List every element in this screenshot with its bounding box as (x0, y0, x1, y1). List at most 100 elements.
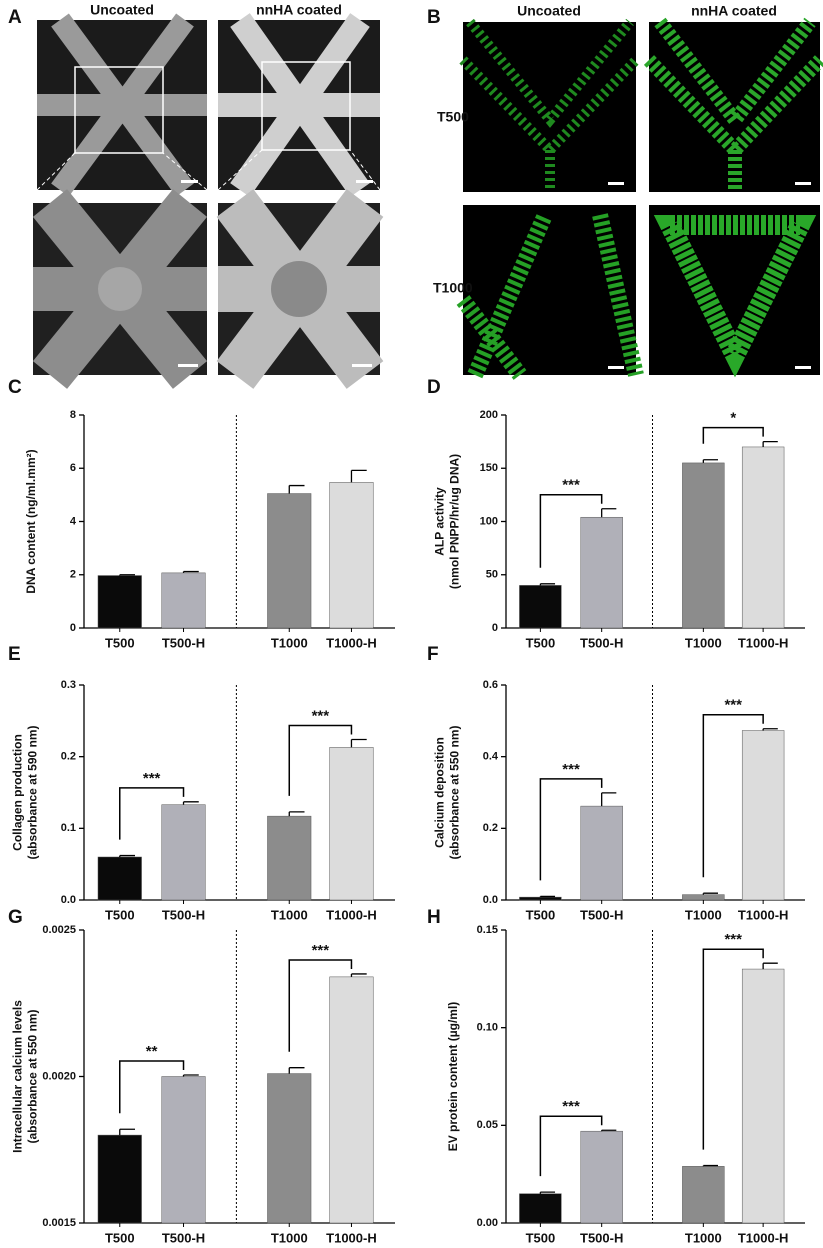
y-tick-label: 0.6 (483, 679, 498, 691)
panel-label: H (427, 907, 441, 928)
bar (97, 1134, 142, 1224)
y-axis-label: ALP activity (433, 487, 447, 556)
y-axis-label: (absorbance at 590 nm) (26, 725, 40, 859)
column-label: Uncoated (90, 2, 154, 18)
y-tick-label: 200 (480, 409, 498, 421)
error-bar (350, 738, 367, 748)
bar (741, 968, 785, 1224)
bar (580, 805, 623, 901)
significance-label: *** (724, 931, 742, 948)
bar (329, 482, 374, 629)
x-tick-label: T500-H (162, 635, 205, 650)
significance-label: *** (143, 770, 161, 787)
error-bar (119, 574, 136, 576)
column-label: nnHA coated (691, 3, 777, 19)
y-tick-label: 0.4 (483, 751, 499, 763)
error-bar (762, 962, 778, 970)
fluorescence-image (456, 205, 644, 380)
y-axis-label: Intracellular calcium levels (11, 1000, 25, 1153)
y-tick-label: 0.2 (483, 822, 498, 834)
y-tick-label: 0.0020 (42, 1070, 76, 1082)
error-bar (601, 508, 617, 518)
error-bar (182, 570, 199, 573)
sem-image (37, 13, 207, 197)
error-bar (350, 973, 367, 977)
y-tick-label: 0.2 (61, 751, 76, 763)
error-bar (601, 792, 617, 807)
significance-label: ** (146, 1043, 158, 1060)
panel-label: E (8, 644, 21, 665)
y-tick-label: 0.0025 (42, 924, 76, 936)
bar (97, 575, 142, 629)
error-bar (288, 484, 305, 494)
panel-label: D (427, 377, 441, 398)
error-bar (182, 1074, 199, 1077)
bar (161, 572, 206, 629)
zoom-guide (36, 149, 381, 191)
bar (267, 815, 312, 901)
y-tick-label: 0.1 (61, 822, 76, 834)
panel-label: C (8, 377, 22, 398)
error-bar (119, 1128, 136, 1136)
bar (161, 804, 206, 901)
significance-bracket (288, 724, 353, 796)
error-bar (539, 583, 556, 586)
y-tick-label: 50 (486, 569, 498, 581)
x-tick-label: T500-H (580, 635, 623, 650)
column-label: nnHA coated (256, 2, 342, 18)
x-tick-label: T1000-H (326, 907, 377, 922)
x-tick-label: T500-H (162, 1230, 205, 1245)
y-tick-label: 4 (70, 515, 77, 527)
panel-label: G (8, 907, 23, 928)
bar (580, 516, 623, 629)
y-tick-label: 150 (480, 462, 498, 474)
y-tick-label: 0.0 (61, 894, 76, 906)
bar (682, 1166, 725, 1224)
bar (329, 976, 374, 1224)
bar (682, 462, 725, 629)
y-tick-label: 0 (70, 622, 76, 634)
bar (741, 446, 785, 629)
y-tick-label: 0.00 (477, 1217, 498, 1229)
x-tick-label: T1000 (271, 907, 308, 922)
error-bar (762, 728, 778, 731)
bar (580, 1130, 623, 1224)
fluorescence-image (649, 205, 820, 378)
error-bar (702, 1164, 718, 1167)
bar (267, 493, 312, 629)
x-tick-label: T1000-H (738, 1230, 789, 1245)
error-bar (288, 1067, 305, 1074)
significance-bracket (702, 713, 764, 878)
significance-bracket (702, 948, 764, 1150)
y-tick-label: 0.15 (477, 924, 498, 936)
y-tick-label: 0.05 (477, 1119, 498, 1131)
significance-label: * (730, 410, 736, 427)
significance-bracket (288, 959, 353, 1052)
error-bar (539, 895, 556, 898)
sem-image (216, 189, 384, 389)
significance-bracket (119, 1060, 185, 1114)
x-tick-label: T500 (105, 1230, 135, 1245)
panel-label: B (427, 7, 441, 28)
significance-bracket (702, 426, 764, 444)
panel-label: A (8, 7, 22, 28)
significance-bracket (539, 1115, 603, 1177)
row-label: T500 (437, 109, 469, 125)
panel-label: F (427, 644, 439, 665)
x-tick-label: T500 (526, 1230, 556, 1245)
error-bar (119, 854, 136, 857)
error-bar (182, 801, 199, 805)
column-label: Uncoated (517, 3, 581, 19)
significance-label: *** (562, 761, 580, 778)
significance-bracket (119, 787, 185, 840)
sem-image (32, 189, 208, 389)
error-bar (539, 1191, 556, 1194)
y-tick-label: 8 (70, 409, 76, 421)
x-tick-label: T500 (526, 907, 556, 922)
y-axis-label: EV protein content (µg/ml) (446, 1002, 460, 1152)
bar (329, 747, 374, 901)
x-tick-label: T1000 (685, 907, 722, 922)
micrographs (32, 13, 823, 389)
bar (519, 1193, 562, 1224)
